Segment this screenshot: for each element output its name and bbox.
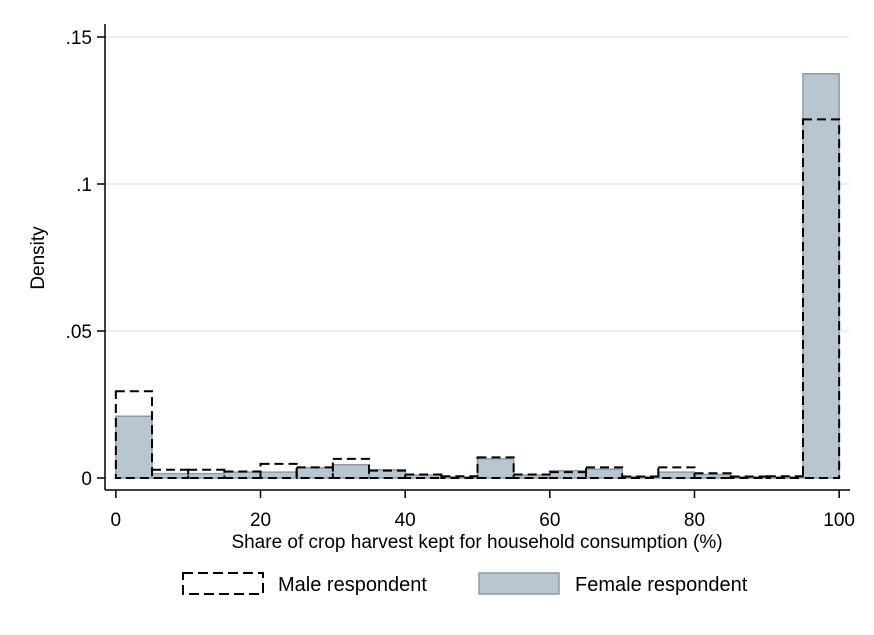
female-bar — [115, 415, 153, 479]
legend-female-swatch — [478, 572, 560, 595]
male-bar — [151, 468, 190, 480]
gridlines — [105, 36, 850, 332]
male-bar — [693, 472, 732, 479]
y-tick-label: .15 — [66, 28, 92, 49]
female-bar — [259, 471, 298, 479]
y-tick-label: 0 — [81, 469, 92, 490]
x-axis-ticks: 0 20 40 60 80 100 — [111, 490, 855, 531]
y-axis-ticks: 0 .05 .1 .15 — [66, 28, 105, 490]
x-axis-title: Share of crop harvest kept for household… — [231, 532, 722, 553]
male-bar — [187, 468, 226, 480]
legend-female-label: Female respondent — [575, 574, 748, 596]
y-axis-title: Density — [28, 226, 49, 290]
male-bar — [584, 466, 624, 479]
male-bar — [621, 475, 660, 479]
axes — [104, 24, 850, 491]
y-tick-label: .1 — [76, 175, 92, 196]
legend-male-swatch — [182, 572, 264, 595]
male-bar — [295, 466, 334, 479]
female-bar — [332, 464, 370, 479]
male-bar — [114, 390, 154, 479]
male-bar — [801, 118, 841, 479]
female-bar — [476, 458, 515, 479]
y-tick-label: .05 — [66, 322, 92, 343]
male-bar — [476, 456, 515, 480]
x-tick-label: 80 — [684, 510, 705, 531]
legend: Male respondent Female respondent — [182, 572, 748, 596]
legend-male-label: Male respondent — [278, 574, 427, 596]
x-tick-label: 40 — [395, 510, 416, 531]
female-bar — [295, 466, 334, 479]
male-bar — [223, 470, 262, 480]
x-tick-label: 20 — [250, 510, 271, 531]
female-bar — [802, 73, 840, 479]
male-bar — [331, 457, 371, 480]
male-bars — [114, 118, 841, 480]
x-tick-label: 100 — [823, 510, 855, 531]
female-bar — [585, 468, 623, 479]
x-tick-label: 0 — [111, 510, 122, 531]
male-bar — [548, 471, 587, 479]
male-bar — [765, 475, 804, 479]
male-bar — [512, 473, 551, 479]
male-bar — [657, 466, 696, 479]
male-bar — [404, 473, 443, 479]
x-tick-label: 60 — [539, 510, 560, 531]
male-bar — [368, 469, 407, 479]
